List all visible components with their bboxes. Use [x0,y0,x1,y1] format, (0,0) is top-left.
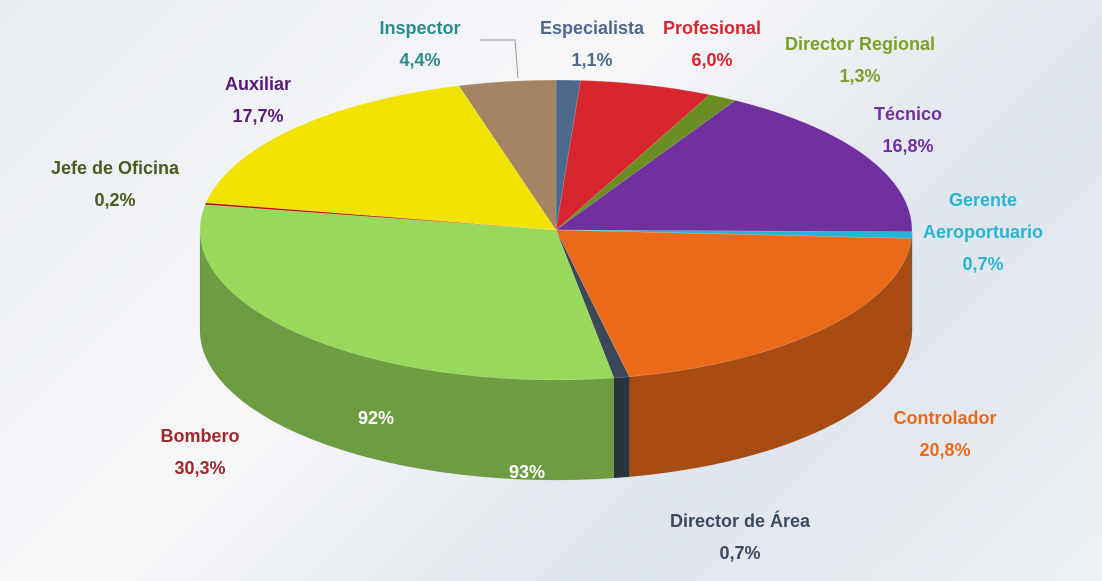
annotation: 93% [508,462,546,482]
value-label: 16,8% [882,136,934,156]
slice [555,79,581,231]
value-label: 0,7% [962,254,1004,274]
slice-label: Gerente Aeroportuario 0,7% [908,184,1058,280]
slice-label: Inspector 4,4% [379,12,460,76]
slice-label: Técnico 16,8% [874,98,942,162]
value-label: 0,7% [719,543,761,563]
category-name: Director de Área [669,511,811,531]
category-name: Inspector [379,18,461,38]
slice-label: Director de Área 0,7% [670,505,810,569]
category-name: Profesional [662,18,762,38]
slice-label: Controlador 20,8% [894,402,997,466]
leader-line [480,39,519,79]
slice-label: Director Regional 1,3% [785,28,935,92]
slice [458,79,557,231]
slice [205,85,557,231]
category-name: Auxiliar [224,74,292,94]
category-name: Jefe de Oficina [50,158,180,178]
slice-label: Profesional 6,0% [663,12,761,76]
slice [555,94,736,231]
value-label: 6,0% [691,50,733,70]
value-label: 30,3% [174,458,226,478]
slice-label: Jefe de Oficina 0,2% [51,152,179,216]
slice [555,229,912,378]
slice [555,80,711,231]
category-name: Técnico [873,104,943,124]
category-name: Director Regional [784,34,936,54]
category-name: Controlador [893,408,997,428]
value-label: 1,1% [571,50,613,70]
category-name: Especialista [539,18,645,38]
value-label: 17,7% [232,106,284,126]
value-label: 0,2% [94,190,136,210]
slice [204,202,557,231]
slice-label: Auxiliar 17,7% [225,68,291,132]
slice [555,229,630,379]
slice [199,204,615,381]
slice [555,229,913,239]
slice-label: Bombero 30,3% [160,420,239,484]
category-name: Gerente Aeroportuario [922,190,1043,242]
value-label: 1,3% [839,66,881,86]
value-label: 4,4% [399,50,441,70]
slice-label: Especialista 1,1% [540,12,644,76]
annotation: 92% [357,408,395,428]
value-label: 20,8% [919,440,971,460]
slice-side [613,376,630,479]
category-name: Bombero [160,426,240,446]
slice [555,100,913,233]
